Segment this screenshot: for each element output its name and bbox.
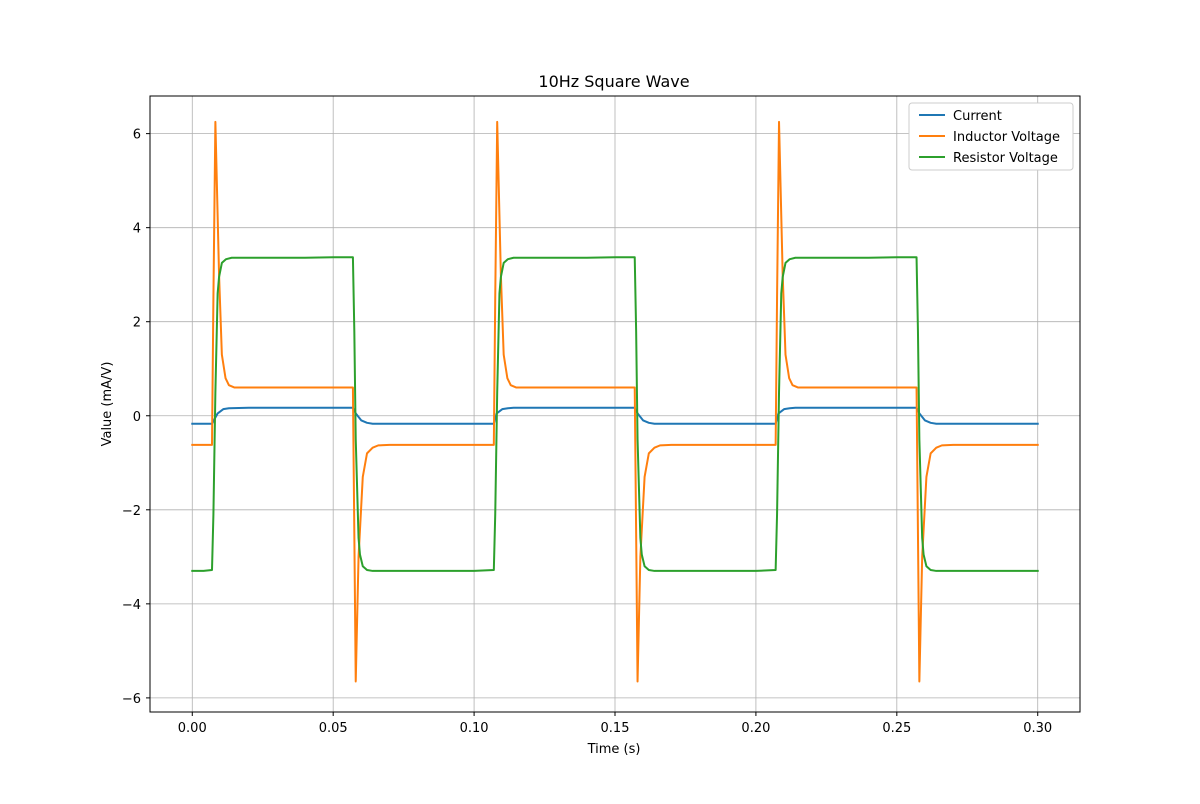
legend: Current Inductor Voltage Resistor Voltag…: [908, 102, 1074, 171]
y-tick-label: 6: [133, 128, 141, 143]
x-tick-label: 0.00: [178, 721, 207, 736]
x-tick-label: 0.25: [882, 721, 911, 736]
x-tick-label: 0.30: [1023, 721, 1052, 736]
chart-title: 10Hz Square Wave: [538, 72, 689, 91]
y-tick-label: −6: [122, 692, 141, 707]
y-tick-label: 4: [133, 222, 141, 237]
y-tick-label: −4: [122, 598, 141, 613]
y-tick-label: 2: [133, 316, 141, 331]
legend-label-resistor-voltage: Resistor Voltage: [953, 151, 1058, 166]
x-tick-label: 0.15: [601, 721, 630, 736]
y-tick-label: 0: [133, 410, 141, 425]
y-axis-label: Value (mA/V): [100, 362, 115, 447]
y-tick-label: −2: [122, 504, 141, 519]
series-line-resistor-voltage: [191, 256, 1039, 572]
grid: [150, 96, 1080, 712]
x-axis-label: Time (s): [587, 742, 641, 757]
plot-series: [191, 120, 1039, 683]
legend-label-current: Current: [953, 109, 1002, 124]
x-tick-label: 0.05: [319, 721, 348, 736]
x-tick-label: 0.10: [460, 721, 489, 736]
legend-box: [908, 102, 1074, 171]
series-line-inductor-voltage: [191, 120, 1039, 683]
x-tick-label: 0.20: [741, 721, 770, 736]
legend-label-inductor-voltage: Inductor Voltage: [953, 130, 1060, 145]
x-axis-ticks: 0.00 0.05 0.10 0.15 0.20 0.25 0.30: [178, 712, 1052, 736]
y-axis-ticks: −6 −4 −2 0 2 4 6: [122, 128, 150, 707]
